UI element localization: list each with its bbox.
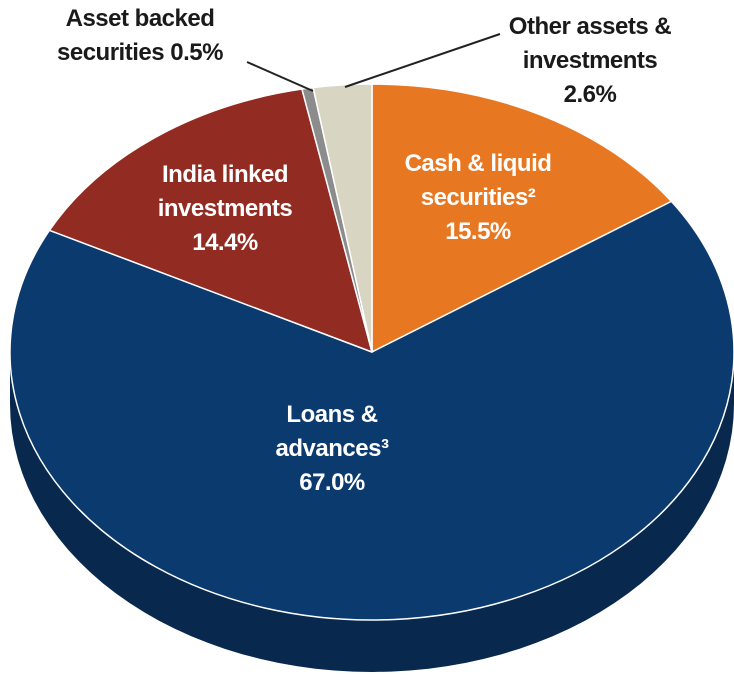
slice [48, 88, 373, 353]
slice-value: 2.6% [563, 81, 617, 108]
slice-label: Other assets & investments 2.6% [490, 10, 690, 112]
slice-name: Cash & liquid securities² [404, 150, 552, 211]
leader-line [344, 33, 501, 88]
slice-value: 15.5% [445, 218, 511, 245]
slice-value: 0.5% [170, 39, 223, 66]
slice-label: India linked investments 14.4% [140, 158, 310, 260]
slice-side [10, 352, 734, 672]
slice-label: Cash & liquid securities² 15.5% [388, 147, 568, 249]
slice-value: 14.4% [192, 229, 258, 256]
slice-name: India linked investments [157, 161, 293, 222]
slice-name: Asset backed securities [57, 5, 215, 66]
slice-name: Loans & advances³ [275, 401, 389, 462]
slice-label: Loans & advances³ 67.0% [267, 398, 397, 500]
leader-line [246, 61, 314, 92]
slice-label: Asset backed securities 0.5% [30, 2, 250, 70]
slice [371, 83, 673, 353]
slice [312, 83, 373, 353]
slice-name: Other assets & investments [508, 13, 672, 74]
slice-value: 67.0% [299, 469, 365, 496]
